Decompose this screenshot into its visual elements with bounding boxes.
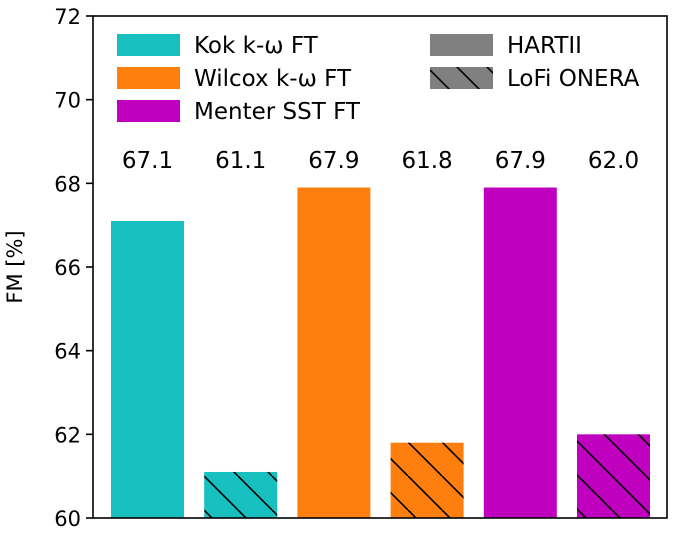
legend: Kok k-ω FT Wilcox k-ω FT Menter SST FT HART… — [117, 33, 640, 125]
legend-label-set-2: LoFi ONERA — [507, 66, 640, 92]
data-label-5: 67.9 — [495, 148, 546, 174]
y-axis-label: FM [%] — [3, 230, 27, 303]
legend-label-set-1: HARTII — [507, 33, 582, 59]
y-tick-label: 62 — [54, 423, 81, 447]
legend-swatch-set-1 — [430, 34, 493, 56]
y-tick-label: 66 — [54, 256, 81, 280]
bar-hatch-2 — [204, 471, 278, 518]
legend-swatch-hatch — [430, 67, 493, 89]
legend-swatch-1 — [117, 34, 180, 56]
y-tick-label: 68 — [54, 172, 81, 196]
bar-hatch-6 — [577, 434, 650, 518]
legend-label-2: Wilcox k-ω FT — [194, 66, 352, 92]
data-label-6: 62.0 — [588, 148, 639, 174]
bar-1 — [111, 220, 184, 518]
data-label-3: 67.9 — [308, 148, 359, 174]
bar-5 — [483, 187, 557, 518]
bars-layer — [111, 187, 650, 518]
y-tick-label: 64 — [54, 340, 81, 364]
bar-3 — [297, 187, 371, 518]
data-labels-layer: 67.1 61.1 67.9 61.8 67.9 62.0 — [122, 148, 639, 174]
legend-swatch-3 — [117, 100, 180, 122]
bar-hatch-4 — [390, 442, 464, 518]
y-tick-label: 60 — [54, 507, 81, 531]
legend-label-3: Menter SST FT — [194, 99, 361, 125]
data-label-4: 61.8 — [401, 148, 452, 174]
legend-swatch-2 — [117, 67, 180, 89]
data-label-1: 67.1 — [122, 148, 173, 174]
y-tick-label: 72 — [54, 5, 81, 29]
data-label-2: 61.1 — [215, 148, 266, 174]
y-axis: 60 62 64 66 68 70 72 — [54, 5, 93, 531]
y-tick-label: 70 — [54, 89, 81, 113]
legend-label-1: Kok k-ω FT — [194, 33, 319, 59]
